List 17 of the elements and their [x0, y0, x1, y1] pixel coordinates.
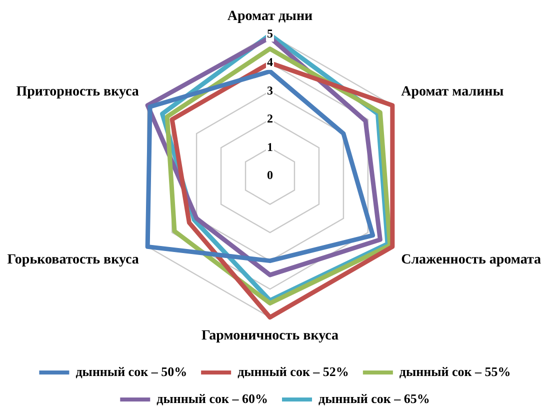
y-tick-label: 2	[267, 112, 273, 126]
spoke-label: Гармоничность вкуса	[201, 328, 339, 344]
y-tick-label: 0	[267, 168, 273, 182]
legend-label: дынный сок – 50%	[76, 364, 188, 379]
spoke-label: Аромат малины	[401, 84, 504, 100]
legend-label: дынный сок – 65%	[318, 390, 430, 406]
spoke-label: Аромат дыни	[227, 8, 313, 24]
spoke-label: Горьковатость вкуса	[7, 252, 139, 268]
legend-label: дынный сок – 60%	[156, 390, 268, 406]
y-tick-label: 1	[267, 140, 273, 154]
y-tick-label: 4	[267, 55, 273, 70]
y-tick-label: 5	[267, 26, 273, 41]
spoke-label: Приторность вкуса	[16, 84, 139, 100]
legend-label: дынный сок – 55%	[399, 364, 511, 379]
y-tick-label: 3	[267, 83, 273, 98]
legend-label: дынный сок – 52%	[238, 364, 349, 379]
spoke-label: Слаженность аромата	[401, 252, 542, 268]
